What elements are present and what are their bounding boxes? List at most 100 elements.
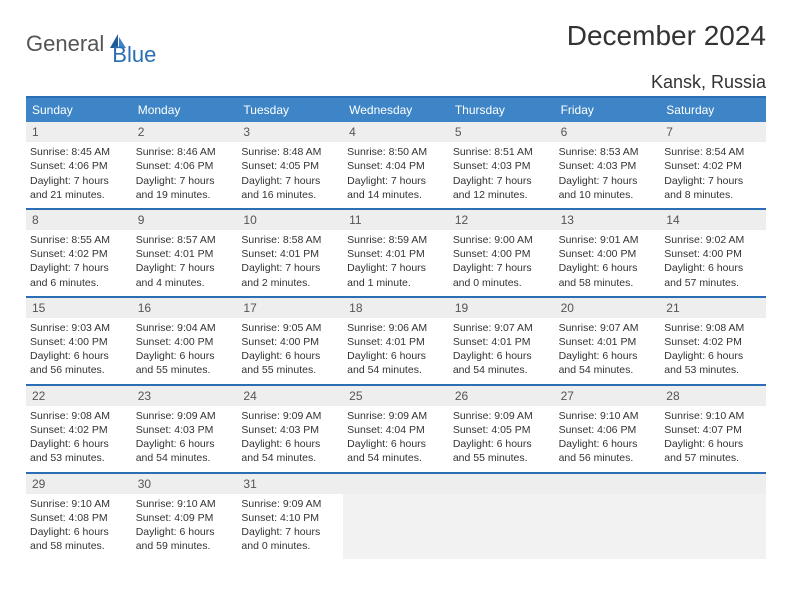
day-details: Sunrise: 8:48 AMSunset: 4:05 PMDaylight:… [241,145,339,202]
day-details: Sunrise: 9:02 AMSunset: 4:00 PMDaylight:… [664,233,762,290]
day-cell: 13Sunrise: 9:01 AMSunset: 4:00 PMDayligh… [555,210,661,298]
day-details: Sunrise: 8:59 AMSunset: 4:01 PMDaylight:… [347,233,445,290]
day-cell: 20 Sunrise: 9:07 AMSunset: 4:01 PMDayligh… [555,298,661,386]
day-header: Saturday [660,98,766,122]
day-details: Sunrise: 8:51 AMSunset: 4:03 PMDaylight:… [453,145,551,202]
day-number: 3 [237,122,343,142]
day-number: 16 [132,298,238,318]
day-header: Thursday [449,98,555,122]
day-details: Sunrise: 8:45 AMSunset: 4:06 PMDaylight:… [30,145,128,202]
day-cell-empty [660,474,766,560]
logo: General Blue [26,20,156,68]
day-details: Sunrise: 9:05 AMSunset: 4:00 PMDaylight:… [241,321,339,378]
day-number: 6 [555,122,661,142]
day-details: Sunrise: 9:07 AMSunset: 4:01 PMDaylight:… [559,321,657,378]
logo-text-blue: Blue [112,42,156,68]
day-number-empty [343,474,449,494]
day-details: Sunrise: 9:09 AMSunset: 4:04 PMDaylight:… [347,409,445,466]
location: Kansk, Russia [651,72,766,92]
day-number: 21 [660,298,766,318]
day-number: 2 [132,122,238,142]
day-details: Sunrise: 9:08 AMSunset: 4:02 PMDaylight:… [30,409,128,466]
day-number-empty [449,474,555,494]
day-cell-empty [343,474,449,560]
day-number: 25 [343,386,449,406]
day-details: Sunrise: 8:54 AMSunset: 4:02 PMDaylight:… [664,145,762,202]
day-number: 15 [26,298,132,318]
day-details: Sunrise: 8:58 AMSunset: 4:01 PMDaylight:… [241,233,339,290]
day-cell: 17 Sunrise: 9:05 AMSunset: 4:00 PMDayligh… [237,298,343,386]
day-cell: 4Sunrise: 8:50 AMSunset: 4:04 PMDaylight… [343,122,449,210]
header: General Blue December 2024 [26,20,766,68]
day-cell: 26 Sunrise: 9:09 AMSunset: 4:05 PMDayligh… [449,386,555,474]
day-details: Sunrise: 9:10 AMSunset: 4:08 PMDaylight:… [30,497,128,554]
day-cell: 29 Sunrise: 9:10 AMSunset: 4:08 PMDayligh… [26,474,132,560]
day-details: Sunrise: 9:09 AMSunset: 4:03 PMDaylight:… [136,409,234,466]
day-details: Sunrise: 9:08 AMSunset: 4:02 PMDaylight:… [664,321,762,378]
day-cell: 30 Sunrise: 9:10 AMSunset: 4:09 PMDayligh… [132,474,238,560]
day-details: Sunrise: 8:53 AMSunset: 4:03 PMDaylight:… [559,145,657,202]
day-details: Sunrise: 8:50 AMSunset: 4:04 PMDaylight:… [347,145,445,202]
day-number: 14 [660,210,766,230]
day-number: 12 [449,210,555,230]
day-cell: 10 Sunrise: 8:58 AMSunset: 4:01 PMDayligh… [237,210,343,298]
day-header: Monday [132,98,238,122]
day-cell-empty [555,474,661,560]
day-header: Wednesday [343,98,449,122]
day-cell: 6 Sunrise: 8:53 AMSunset: 4:03 PMDaylight… [555,122,661,210]
day-cell: 7Sunrise: 8:54 AMSunset: 4:02 PMDaylight… [660,122,766,210]
day-number: 13 [555,210,661,230]
day-cell: 16 Sunrise: 9:04 AMSunset: 4:00 PMDayligh… [132,298,238,386]
day-details: Sunrise: 9:10 AMSunset: 4:06 PMDaylight:… [559,409,657,466]
day-cell: 22 Sunrise: 9:08 AMSunset: 4:02 PMDayligh… [26,386,132,474]
day-number: 10 [237,210,343,230]
day-cell: 9 Sunrise: 8:57 AMSunset: 4:01 PMDaylight… [132,210,238,298]
day-number: 9 [132,210,238,230]
day-number: 18 [343,298,449,318]
day-details: Sunrise: 8:46 AMSunset: 4:06 PMDaylight:… [136,145,234,202]
day-details: Sunrise: 9:06 AMSunset: 4:01 PMDaylight:… [347,321,445,378]
day-cell: 27 Sunrise: 9:10 AMSunset: 4:06 PMDayligh… [555,386,661,474]
day-details: Sunrise: 9:03 AMSunset: 4:00 PMDaylight:… [30,321,128,378]
day-number: 17 [237,298,343,318]
day-number: 27 [555,386,661,406]
day-number: 23 [132,386,238,406]
day-details: Sunrise: 9:10 AMSunset: 4:09 PMDaylight:… [136,497,234,554]
day-number: 11 [343,210,449,230]
day-number: 22 [26,386,132,406]
day-details: Sunrise: 8:55 AMSunset: 4:02 PMDaylight:… [30,233,128,290]
day-cell: 11 Sunrise: 8:59 AMSunset: 4:01 PMDayligh… [343,210,449,298]
day-number: 20 [555,298,661,318]
day-cell: 18 Sunrise: 9:06 AMSunset: 4:01 PMDayligh… [343,298,449,386]
day-number: 29 [26,474,132,494]
day-number: 30 [132,474,238,494]
day-details: Sunrise: 9:07 AMSunset: 4:01 PMDaylight:… [453,321,551,378]
day-cell: 25 Sunrise: 9:09 AMSunset: 4:04 PMDayligh… [343,386,449,474]
day-number: 24 [237,386,343,406]
day-details: Sunrise: 9:04 AMSunset: 4:00 PMDaylight:… [136,321,234,378]
calendar-grid: SundayMondayTuesdayWednesdayThursdayFrid… [26,98,766,559]
day-details: Sunrise: 9:09 AMSunset: 4:05 PMDaylight:… [453,409,551,466]
day-cell: 15 Sunrise: 9:03 AMSunset: 4:00 PMDayligh… [26,298,132,386]
day-number: 8 [26,210,132,230]
day-number: 31 [237,474,343,494]
day-cell: 19 Sunrise: 9:07 AMSunset: 4:01 PMDayligh… [449,298,555,386]
day-number-empty [555,474,661,494]
day-cell: 3 Sunrise: 8:48 AMSunset: 4:05 PMDaylight… [237,122,343,210]
month-title: December 2024 [567,20,766,52]
day-details: Sunrise: 9:00 AMSunset: 4:00 PMDaylight:… [453,233,551,290]
location-row: Kansk, Russia [26,72,766,98]
day-number: 19 [449,298,555,318]
title-block: December 2024 [567,20,766,54]
day-header: Friday [555,98,661,122]
day-number: 5 [449,122,555,142]
day-details: Sunrise: 8:57 AMSunset: 4:01 PMDaylight:… [136,233,234,290]
day-details: Sunrise: 9:09 AMSunset: 4:10 PMDaylight:… [241,497,339,554]
day-cell-empty [449,474,555,560]
day-cell: 14 Sunrise: 9:02 AMSunset: 4:00 PMDayligh… [660,210,766,298]
day-header: Tuesday [237,98,343,122]
logo-text-general: General [26,31,104,57]
day-number: 26 [449,386,555,406]
day-header: Sunday [26,98,132,122]
day-cell: 31 Sunrise: 9:09 AMSunset: 4:10 PMDayligh… [237,474,343,560]
